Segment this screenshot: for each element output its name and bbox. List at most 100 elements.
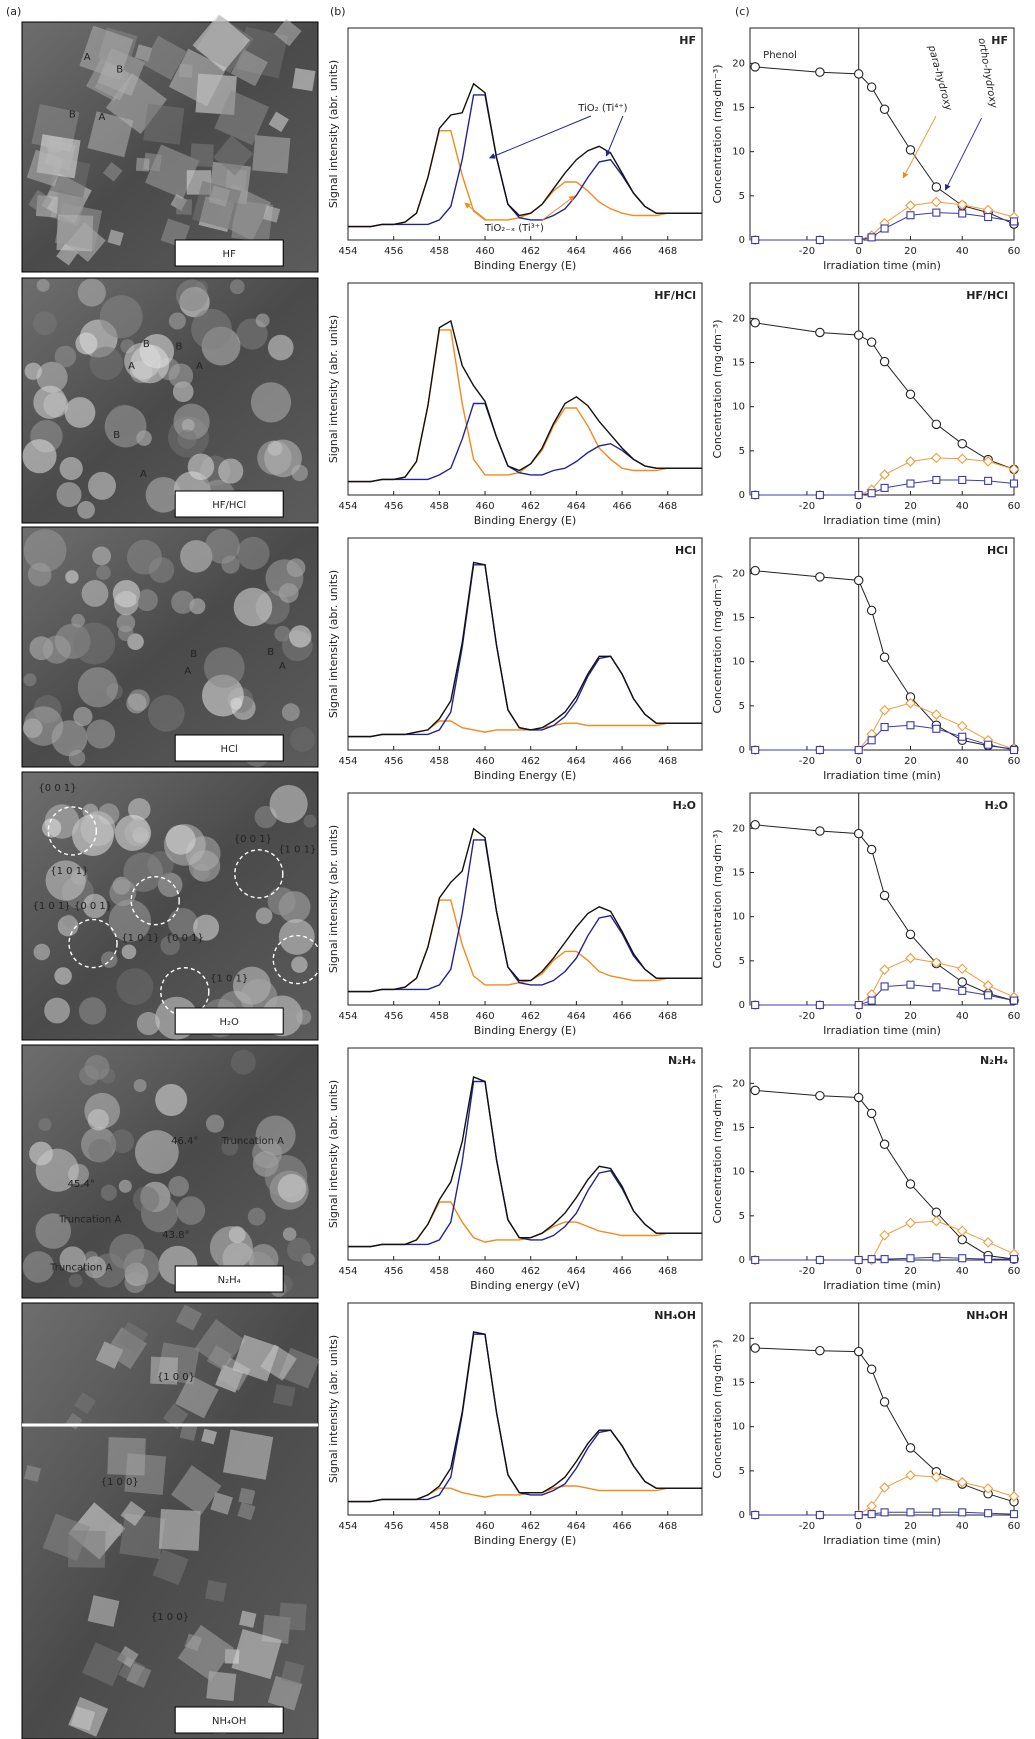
particle	[175, 1304, 202, 1331]
particle	[291, 956, 308, 973]
particle	[150, 1356, 179, 1385]
data-marker	[880, 982, 889, 991]
x-tick-label: 468	[658, 1011, 677, 1022]
series-line	[755, 1511, 1015, 1516]
data-marker	[905, 1179, 916, 1189]
x-tick-label: 20	[904, 501, 917, 512]
series-line	[348, 1331, 702, 1503]
particle	[162, 1403, 189, 1430]
particle	[252, 135, 291, 174]
panel-label: (c)	[735, 5, 750, 18]
image-annotation: {1 0 0}	[101, 1477, 139, 1488]
facet-circle	[68, 918, 118, 969]
data-marker	[932, 208, 941, 217]
annotation-arrow	[605, 115, 624, 157]
facet-circle	[130, 875, 180, 926]
x-tick-label: 460	[475, 1521, 494, 1532]
particle	[64, 397, 96, 428]
particle	[133, 1079, 147, 1093]
particle	[142, 35, 187, 80]
y-tick-label: 0	[739, 1255, 745, 1266]
y-tick-label: 15	[732, 613, 745, 624]
series-line	[755, 212, 1015, 241]
x-tick-label: 466	[613, 501, 632, 512]
particle	[175, 1374, 219, 1419]
x-tick-label: 0	[856, 246, 862, 257]
particle	[147, 694, 185, 732]
data-marker	[750, 1085, 760, 1096]
data-marker	[905, 1469, 916, 1481]
particle	[214, 90, 270, 146]
particle	[77, 278, 106, 307]
x-tick-label: 20	[904, 1521, 917, 1532]
data-marker	[958, 475, 967, 485]
particle	[205, 1114, 225, 1133]
x-tick-label: 458	[430, 1266, 449, 1277]
x-tick-label: 0	[856, 1266, 862, 1277]
annotation-arrow	[489, 115, 592, 159]
peak-annotation: TiO₂₋ₓ (Ti³⁺)	[484, 223, 544, 234]
data-marker	[854, 1510, 863, 1520]
x-tick-label: 460	[475, 1011, 494, 1022]
data-marker	[867, 233, 876, 242]
data-marker	[854, 1000, 863, 1010]
data-marker	[866, 337, 877, 347]
particle	[73, 622, 116, 665]
x-tick-label: 20	[904, 1266, 917, 1277]
particle	[176, 279, 208, 312]
particle	[231, 200, 274, 243]
x-tick-label: 466	[613, 756, 632, 767]
data-marker	[879, 964, 890, 975]
particle	[73, 706, 93, 727]
particle	[278, 1602, 307, 1631]
x-tick-label: 456	[384, 1521, 403, 1532]
particle	[230, 1049, 256, 1075]
plot-frame	[749, 27, 1015, 241]
particle	[181, 418, 195, 432]
particle	[237, 1502, 256, 1521]
y-axis-label: Concentration (mg·dm⁻³)	[711, 574, 724, 713]
particle	[268, 111, 289, 133]
y-tick-label: 10	[732, 1167, 745, 1178]
x-tick-label: 456	[384, 1266, 403, 1277]
data-marker	[932, 724, 941, 733]
particle	[192, 14, 250, 72]
particle	[126, 1662, 152, 1688]
particle	[22, 1251, 55, 1283]
particle	[221, 1139, 239, 1156]
data-marker	[815, 1000, 824, 1010]
x-tick-label: 40	[956, 1521, 969, 1532]
image-label-box	[174, 734, 284, 762]
chart-title: HCl	[987, 544, 1008, 557]
series-line	[755, 824, 1015, 1002]
data-marker	[906, 479, 915, 488]
data-marker	[982, 980, 994, 991]
plot-frame	[347, 282, 703, 496]
particle	[24, 362, 42, 380]
peak-annotation: TiO₂ (Ti⁴⁺)	[577, 103, 627, 114]
image-annotation: {1 0 1}	[33, 901, 71, 912]
x-axis-label: Irradiation time (min)	[823, 259, 941, 272]
data-marker	[982, 456, 994, 467]
x-axis-label: Binding Energy (E)	[474, 769, 577, 782]
plot-frame	[749, 537, 1015, 751]
data-marker	[815, 1345, 825, 1356]
particle	[126, 693, 147, 714]
particle	[278, 918, 315, 955]
y-tick-label: 10	[732, 657, 745, 668]
y-tick-label: 20	[732, 1333, 745, 1344]
data-marker	[958, 1254, 967, 1263]
particle	[82, 893, 108, 919]
x-tick-label: 0	[856, 756, 862, 767]
x-tick-label: 60	[1008, 756, 1021, 767]
data-marker	[906, 980, 915, 989]
y-tick-label: 5	[739, 446, 745, 457]
x-axis-label: Binding Energy (E)	[474, 514, 577, 527]
series-line	[755, 1347, 1015, 1503]
y-axis-label: Signal intensity (abr. units)	[327, 825, 340, 973]
particle	[89, 346, 124, 381]
data-marker	[866, 1108, 877, 1119]
x-tick-label: 462	[521, 1266, 540, 1277]
series-line	[348, 82, 702, 228]
particle	[88, 1138, 113, 1163]
